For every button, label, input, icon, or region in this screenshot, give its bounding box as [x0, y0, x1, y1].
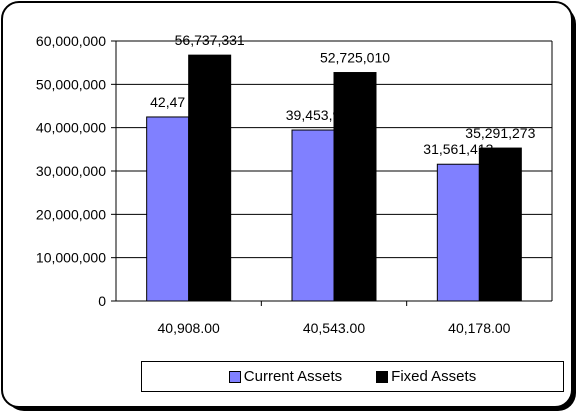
- legend-swatch-current-assets: [228, 370, 241, 383]
- bar-current-assets: [436, 163, 480, 302]
- y-tick-label: 20,000,000: [36, 206, 106, 222]
- legend-swatch-fixed-assets: [376, 370, 389, 383]
- data-label: 56,737,331: [175, 32, 245, 48]
- bar-fixed-assets: [188, 54, 232, 302]
- legend-label-current-assets: Current Assets: [243, 368, 343, 385]
- y-tick-labels: 0 10,000,000 20,000,000 30,000,000 40,000,00…: [36, 33, 106, 309]
- bar-current-assets: [291, 129, 335, 302]
- x-tick-label: 40,543.00: [303, 320, 365, 336]
- x-tick-labels: 40,908.00 40,543.00 40,178.00: [158, 320, 511, 336]
- y-tick-label: 60,000,000: [36, 33, 106, 49]
- y-tick-label: 50,000,000: [36, 76, 106, 92]
- legend-label-fixed-assets: Fixed Assets: [391, 368, 477, 385]
- data-label: 31,561,413: [423, 141, 493, 157]
- y-tick-label: 30,000,000: [36, 163, 106, 179]
- legend: Current Assets Fixed Assets: [141, 361, 564, 392]
- data-label: 42,47: [150, 94, 185, 110]
- x-tick-label: 40,908.00: [158, 320, 220, 336]
- x-tick-label: 40,178.00: [448, 320, 510, 336]
- bar-current-assets: [146, 116, 190, 302]
- bar-fixed-assets: [333, 72, 377, 302]
- legend-entry-current-assets: Current Assets: [228, 368, 343, 385]
- data-label: 39,453,9: [286, 107, 341, 123]
- y-tick-label: 10,000,000: [36, 250, 106, 266]
- bars: [146, 54, 522, 302]
- data-label: 52,725,010: [320, 50, 390, 66]
- y-tick-label: 0: [98, 293, 106, 309]
- y-tick-label: 40,000,000: [36, 120, 106, 136]
- axes: [111, 40, 553, 306]
- legend-entry-fixed-assets: Fixed Assets: [376, 368, 476, 385]
- bar-fixed-assets: [478, 147, 522, 302]
- data-labels: 42,47 56,737,331 39,453,9 52,725,010 31,561,…: [150, 32, 535, 157]
- data-label: 35,291,273: [465, 125, 535, 141]
